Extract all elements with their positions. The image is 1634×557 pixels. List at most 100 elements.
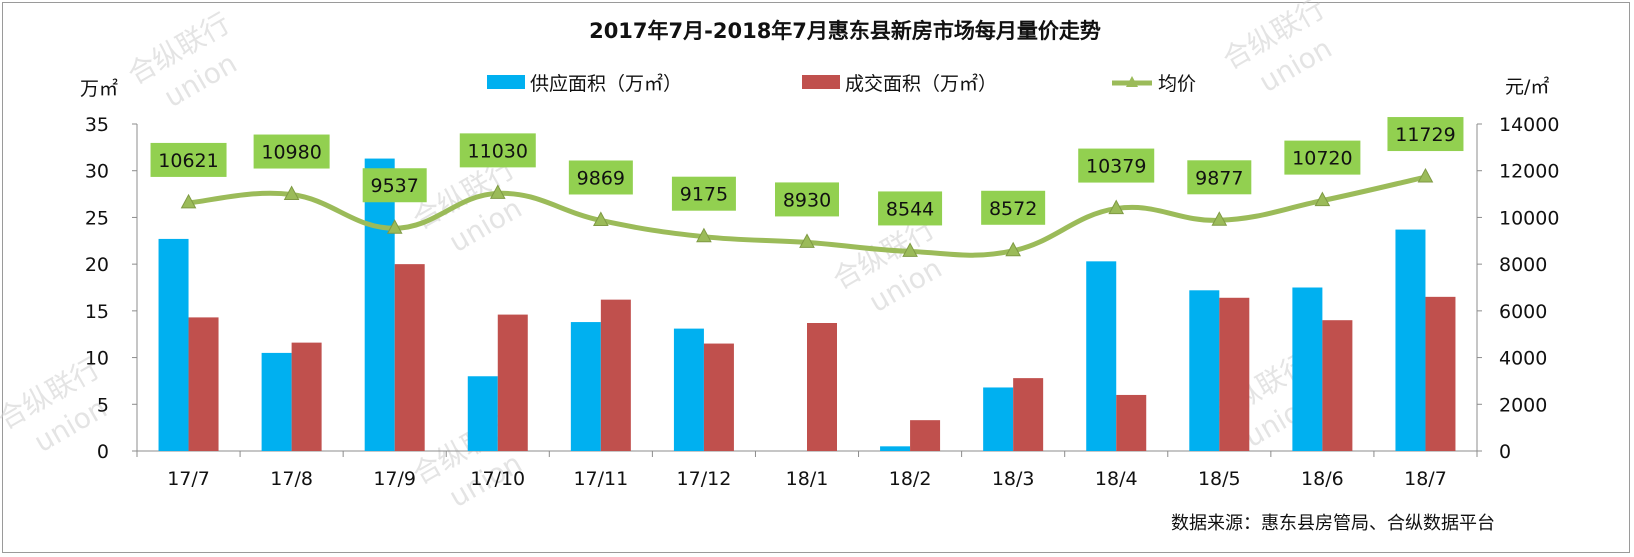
x-tick-label: 18/2 (889, 468, 932, 490)
price-marker (799, 233, 815, 248)
left-tick-label: 20 (85, 254, 109, 276)
supply-bar (1086, 261, 1117, 451)
x-tick-label: 18/1 (786, 468, 829, 490)
left-tick-label: 5 (97, 394, 109, 416)
x-tick-label: 17/7 (167, 468, 210, 490)
left-tick-label: 15 (85, 301, 109, 323)
deal-bar (910, 420, 941, 451)
deal-bar (703, 343, 734, 451)
right-tick-label: 10000 (1499, 207, 1559, 229)
x-tick-labels: 17/7 17/8 17/9 17/10 17/11 17/12 18/1 18/2 18/3 1… (167, 468, 1447, 490)
price-label-box (1078, 148, 1155, 183)
right-tick-label: 12000 (1499, 161, 1559, 183)
price-label-box (253, 134, 330, 169)
legend-marker-price (1126, 76, 1138, 87)
legend: 供应面积（万㎡） 成交面积（万㎡） 均价 (487, 72, 1196, 95)
price-label: 11030 (468, 140, 528, 162)
deal-bar (1013, 378, 1044, 451)
left-tick-label: 0 (97, 441, 109, 463)
supply-bar (261, 352, 292, 451)
right-tick-label: 8000 (1499, 254, 1547, 276)
price-label: 11729 (1395, 124, 1455, 146)
right-tick-label: 6000 (1499, 301, 1547, 323)
bars (158, 158, 1456, 451)
deal-bar (1425, 296, 1456, 451)
price-label-box (150, 142, 227, 177)
price-label-box (671, 176, 736, 211)
supply-bar (467, 376, 498, 451)
left-axis-unit: 万㎡ (80, 77, 118, 100)
price-marker (386, 219, 403, 234)
deal-bar (807, 323, 837, 451)
legend-label-price: 均价 (1158, 73, 1196, 95)
price-label: 9877 (1195, 167, 1243, 189)
right-tick-label: 14000 (1499, 114, 1559, 136)
price-line: 10621 10980 9537 11030 9869 9175 8930 8544 8572 1… (150, 117, 1464, 258)
price-label-box (362, 168, 427, 203)
deal-bar (600, 299, 631, 451)
left-tick-label: 35 (85, 114, 109, 136)
axes: 0 5 10 15 20 25 30 35 0 2000 4000 6000 8000 10000 1200… (85, 114, 1560, 463)
supply-bar (1189, 290, 1220, 451)
left-tick-label: 25 (85, 207, 109, 229)
price-label: 10980 (261, 142, 321, 164)
price-label: 9869 (577, 167, 625, 189)
price-label-box (775, 182, 839, 217)
data-source: 数据来源：惠东县房管局、合纵数据平台 (1171, 513, 1495, 534)
price-label: 10379 (1086, 156, 1146, 178)
deal-bar (188, 317, 219, 451)
price-label: 10621 (158, 150, 218, 172)
price-label: 8572 (989, 198, 1037, 220)
price-marker (1005, 241, 1021, 257)
supply-bar (983, 387, 1014, 451)
price-marker (1314, 191, 1331, 207)
legend-swatch-deal (802, 75, 840, 89)
supply-bar (158, 238, 189, 451)
supply-bar (1292, 287, 1323, 451)
x-tick-label: 18/3 (992, 468, 1035, 490)
right-tick-label: 0 (1499, 441, 1511, 463)
price-label-box (1187, 160, 1252, 195)
price-label-box (1387, 117, 1464, 152)
x-tick-label: 17/11 (573, 468, 628, 490)
price-label: 10720 (1292, 148, 1352, 170)
supply-bar (364, 158, 395, 451)
price-marker (180, 193, 197, 209)
price-marker (696, 227, 712, 243)
supply-bar (673, 328, 704, 451)
left-tick-label: 30 (85, 161, 109, 183)
price-marker (902, 242, 918, 257)
legend-swatch-supply (487, 75, 525, 89)
price-label: 8544 (886, 198, 934, 220)
x-tick-label: 17/8 (270, 468, 313, 490)
deal-bar (497, 314, 528, 451)
price-marker (1211, 211, 1228, 226)
x-tick-label: 18/5 (1198, 468, 1241, 490)
price-label: 9537 (371, 175, 419, 197)
deal-bar (1219, 297, 1250, 451)
price-marker (1108, 199, 1125, 215)
x-tick-label: 18/7 (1404, 468, 1447, 490)
right-axis-unit: 元/㎡ (1505, 75, 1549, 98)
deal-bar (394, 264, 425, 451)
price-label-box (1284, 140, 1361, 175)
legend-label-supply: 供应面积（万㎡） (530, 72, 682, 95)
deal-bar (1322, 320, 1353, 451)
price-label-box (459, 133, 536, 168)
supply-bar (880, 446, 911, 451)
x-tick-label: 18/4 (1095, 468, 1138, 490)
price-marker (489, 184, 506, 199)
price-label: 9175 (680, 184, 728, 206)
supply-bar (1395, 229, 1426, 451)
price-marker (593, 211, 609, 226)
price-label-box (568, 160, 633, 195)
supply-bar (570, 322, 601, 451)
x-tick-label: 17/10 (470, 468, 525, 490)
price-marker (283, 185, 300, 201)
